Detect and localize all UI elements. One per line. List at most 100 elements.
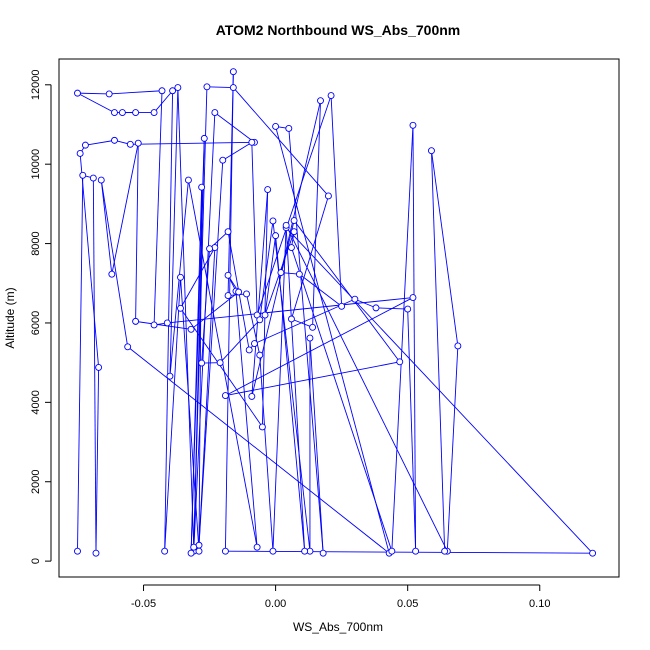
data-point	[224, 228, 232, 236]
series-line-segment	[92, 178, 97, 554]
series-line-segment	[309, 338, 324, 554]
data-point	[79, 171, 87, 179]
data-point	[269, 547, 277, 555]
series-line-segment	[193, 138, 205, 548]
data-point	[221, 392, 229, 400]
y-tick-label: 12000	[30, 70, 42, 101]
data-point	[177, 304, 184, 312]
series-line-segment	[130, 141, 255, 145]
y-axis-label: Altitude (m)	[3, 287, 17, 348]
data-point	[92, 549, 100, 557]
series-line-segment	[100, 179, 129, 347]
data-point	[224, 271, 232, 279]
data-point	[124, 343, 132, 351]
data-point	[74, 547, 81, 555]
series-line-segment	[233, 87, 329, 197]
data-point	[251, 340, 258, 348]
series-line-segment	[299, 273, 342, 307]
series-line-segment	[291, 318, 313, 328]
data-point	[396, 358, 404, 366]
data-point	[306, 334, 314, 342]
series-line-segment	[272, 225, 287, 552]
data-point	[81, 141, 89, 149]
y-axis: 0 2000 4000 6000 8000 10000 12000	[30, 70, 52, 564]
data-point	[589, 549, 597, 557]
data-point	[95, 363, 103, 371]
x-tick-label: 0.00	[265, 598, 286, 610]
data-point	[285, 125, 293, 132]
data-point	[190, 543, 198, 551]
series-line-segment	[391, 125, 414, 552]
series-line-segment	[261, 189, 269, 427]
data-point	[211, 109, 219, 117]
data-point	[309, 323, 317, 331]
data-point	[243, 290, 250, 298]
series-line-segment	[164, 277, 181, 552]
data-point	[324, 192, 332, 200]
series-line-segment	[288, 128, 324, 554]
data-point	[74, 89, 81, 97]
data-point	[317, 97, 324, 105]
data-point	[126, 140, 134, 148]
series-line-segment	[275, 235, 306, 552]
series-line-segment	[77, 175, 84, 552]
data-point	[229, 84, 237, 92]
data-point	[256, 351, 264, 359]
data-point	[158, 87, 166, 95]
data-point	[319, 549, 327, 557]
data-point	[351, 295, 359, 303]
series-line-segment	[135, 320, 192, 330]
data-point	[134, 139, 142, 147]
x-axis-label: WS_Abs_700nm	[293, 620, 383, 634]
series-line-segment	[177, 87, 195, 548]
series-line-segment	[77, 92, 110, 95]
data-point	[269, 217, 277, 225]
plot-frame	[58, 58, 620, 578]
series-line-segment	[111, 143, 139, 275]
series-line-segment	[264, 235, 277, 316]
series-line-segment	[222, 141, 253, 161]
y-tick-label: 6000	[30, 311, 42, 335]
series-line-segment	[77, 92, 115, 113]
data-point	[248, 138, 256, 146]
data-point	[372, 304, 380, 312]
data-point	[195, 547, 203, 555]
series-line-segment	[330, 95, 343, 307]
data-point	[224, 292, 232, 300]
data-point	[132, 109, 140, 117]
data-point	[184, 176, 192, 184]
series-line-segment	[407, 309, 417, 552]
series-line-segment	[293, 220, 401, 363]
data-point	[169, 87, 177, 95]
data-point	[277, 269, 285, 277]
data-point	[288, 315, 295, 323]
series-line-segment	[190, 291, 239, 330]
data-point	[290, 228, 298, 236]
series-line-segment	[219, 319, 261, 363]
series-line-segment	[225, 297, 414, 396]
data-point	[272, 232, 280, 240]
series-line-segment	[446, 345, 459, 552]
series-line-segment	[167, 297, 414, 324]
data-point	[409, 121, 417, 129]
data-point	[282, 221, 290, 229]
data-point	[177, 273, 184, 281]
x-tick-label: 0.10	[529, 598, 550, 610]
y-tick-label: 8000	[30, 231, 42, 255]
series-line-segment	[375, 307, 408, 310]
y-tick-label: 4000	[30, 390, 42, 414]
data-point	[261, 311, 269, 319]
series-line-segment	[193, 112, 216, 552]
data-point	[221, 547, 229, 555]
series-line-segment	[153, 90, 173, 113]
series-line-segment	[291, 195, 329, 320]
data-point	[338, 302, 346, 310]
data-point	[245, 346, 253, 354]
data-point	[272, 123, 280, 130]
series-line-segment	[206, 86, 234, 89]
data-point	[256, 316, 264, 324]
series-line-segment	[169, 87, 179, 377]
y-tick-label: 10000	[30, 149, 42, 180]
data-point	[409, 294, 417, 302]
series-line-segment	[291, 247, 393, 552]
